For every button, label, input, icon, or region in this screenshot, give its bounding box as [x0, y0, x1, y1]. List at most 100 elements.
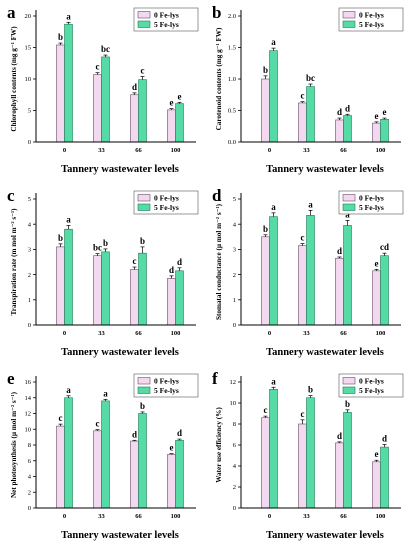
- x-axis-title: Tannery wastewater levels: [61, 347, 179, 358]
- panel-label: c: [7, 186, 15, 205]
- bar-0fe-0: [56, 425, 65, 509]
- y-tick-label: 15: [25, 45, 32, 52]
- y-tick-label: 3: [233, 247, 236, 254]
- y-tick-label: 6: [28, 458, 32, 465]
- bar-0fe-0: [56, 44, 65, 143]
- significance-letter: a: [271, 202, 276, 212]
- y-tick-label: 4: [28, 474, 32, 481]
- significance-letter: e: [383, 107, 387, 117]
- x-tick-label: 0: [63, 513, 66, 520]
- y-tick-label: 5: [28, 196, 31, 203]
- panel-e: e Net photosynthesis (µ mol m⁻² s⁻¹) 0 2 4 6 8…: [7, 369, 199, 541]
- y-tick-label: 0: [28, 139, 31, 146]
- legend-label: 5 Fe-lys: [359, 386, 384, 395]
- significance-letter: d: [132, 82, 137, 92]
- significance-letter: b: [140, 236, 145, 246]
- significance-letter: a: [66, 214, 71, 224]
- significance-letter: c: [301, 233, 305, 243]
- bar-5fe-100: [380, 446, 389, 509]
- x-tick-label: 33: [98, 147, 105, 154]
- x-tick-label: 100: [376, 147, 386, 154]
- bar-0fe-0: [261, 78, 270, 143]
- bar-0fe-33: [298, 102, 307, 143]
- y-tick-label: 16: [25, 379, 32, 386]
- bar-5fe-100: [175, 270, 184, 326]
- significance-letter: a: [308, 199, 313, 209]
- bar-0fe-0: [261, 236, 270, 326]
- y-tick-label: 2: [233, 484, 236, 491]
- significance-letter: d: [177, 428, 182, 438]
- x-tick-label: 0: [63, 147, 66, 154]
- bar-5fe-33: [101, 251, 110, 326]
- bar-0fe-66: [335, 257, 344, 326]
- y-axis-title: Carotenoid contents (mg g⁻¹ FW): [215, 27, 223, 130]
- bar-5fe-66: [343, 225, 352, 326]
- panel-label: a: [7, 3, 16, 22]
- significance-letter: c: [301, 409, 305, 419]
- legend-label: 0 Fe-lys: [359, 11, 384, 20]
- y-tick-label: 14: [25, 395, 32, 402]
- y-tick-label: 5: [233, 196, 236, 203]
- x-tick-label: 0: [63, 330, 66, 337]
- significance-letter: d: [337, 107, 342, 117]
- legend-swatch: [137, 194, 151, 202]
- bar-0fe-100: [372, 461, 381, 509]
- significance-letter: b: [308, 385, 313, 395]
- bar-5fe-33: [101, 400, 110, 509]
- significance-letter: d: [169, 265, 174, 275]
- y-tick-label: 1: [28, 297, 31, 304]
- panel-label: b: [212, 3, 221, 22]
- bar-0fe-66: [130, 94, 139, 143]
- significance-letter: e: [375, 449, 379, 459]
- bar-5fe-0: [269, 50, 278, 143]
- bar-5fe-33: [306, 397, 315, 509]
- significance-letter: c: [133, 256, 137, 266]
- y-tick-label: 8: [28, 442, 31, 449]
- bar-5fe-66: [343, 412, 352, 509]
- significance-letter: bc: [101, 44, 110, 54]
- bar-0fe-100: [372, 122, 381, 143]
- bar-0fe-0: [56, 246, 65, 326]
- x-tick-label: 33: [303, 513, 310, 520]
- x-tick-label: 33: [98, 513, 105, 520]
- bar-0fe-100: [167, 109, 176, 143]
- bar-0fe-33: [298, 423, 307, 509]
- y-tick-label: 2: [233, 272, 236, 279]
- significance-letter: e: [375, 111, 379, 121]
- legend-swatch: [137, 377, 151, 385]
- panel-b: b Carotenoid contents (mg g⁻¹ FW) 0.0 0.5 1.…: [212, 3, 404, 175]
- significance-letter: b: [140, 401, 145, 411]
- significance-letter: e: [170, 443, 174, 453]
- significance-letter: b: [58, 233, 63, 243]
- x-axis-title: Tannery wastewater levels: [266, 530, 384, 541]
- y-tick-label: 0: [233, 322, 236, 329]
- significance-letter: a: [271, 376, 276, 386]
- x-tick-label: 66: [340, 147, 347, 154]
- x-tick-label: 66: [340, 330, 347, 337]
- y-tick-label: 0: [28, 505, 31, 512]
- significance-letter: a: [345, 209, 350, 219]
- legend-swatch: [137, 11, 151, 19]
- bar-0fe-33: [93, 255, 102, 326]
- bar-5fe-100: [380, 255, 389, 326]
- x-tick-label: 66: [135, 513, 142, 520]
- y-axis-title: Water use efficiency (%): [215, 407, 223, 483]
- significance-letter: b: [345, 399, 350, 409]
- legend-label: 5 Fe-lys: [359, 203, 384, 212]
- bar-5fe-66: [138, 413, 147, 509]
- legend-swatch: [342, 194, 356, 202]
- significance-letter: c: [141, 65, 145, 75]
- bar-5fe-100: [175, 439, 184, 509]
- y-tick-label: 2: [28, 489, 31, 496]
- significance-letter: cd: [380, 242, 389, 252]
- x-tick-label: 66: [135, 330, 142, 337]
- y-tick-label: 12: [25, 411, 32, 418]
- legend-swatch: [342, 20, 356, 28]
- bar-0fe-66: [335, 119, 344, 143]
- significance-letter: e: [178, 91, 182, 101]
